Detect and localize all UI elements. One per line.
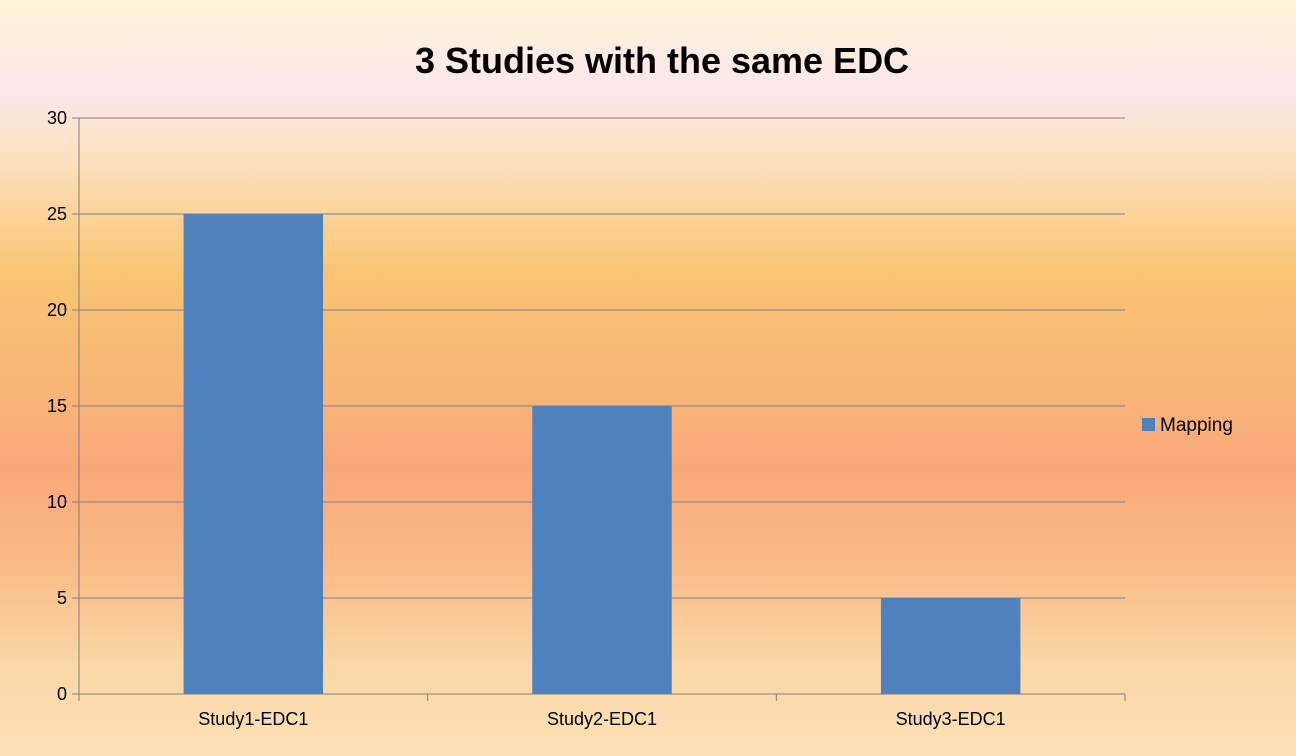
legend-label-mapping: Mapping: [1160, 415, 1233, 436]
y-tick-label: 15: [47, 396, 67, 416]
x-tick-label: Study1-EDC1: [198, 709, 308, 729]
bar-study2-edc1: [532, 406, 672, 694]
bar-study3-edc1: [880, 598, 1021, 694]
y-tick-label: 0: [57, 684, 67, 704]
y-tick-label: 25: [47, 204, 67, 224]
bar-study1-edc1: [183, 214, 324, 694]
legend: Mapping: [1142, 415, 1233, 436]
legend-swatch-mapping: [1142, 418, 1155, 431]
y-tick-label: 10: [47, 492, 67, 512]
bars: [183, 214, 1021, 694]
y-tick-label: 30: [47, 108, 67, 128]
x-tick-label: Study2-EDC1: [547, 709, 657, 729]
y-tick-label: 20: [47, 300, 67, 320]
y-tick-label: 5: [57, 588, 67, 608]
axes: 0 5 10 15 20 25 30 Study1-EDC1 Study2-EDC1 Study3…: [47, 108, 1126, 729]
chart-title: 3 Studies with the same EDC: [415, 40, 909, 81]
x-tick-label: Study3-EDC1: [896, 709, 1006, 729]
